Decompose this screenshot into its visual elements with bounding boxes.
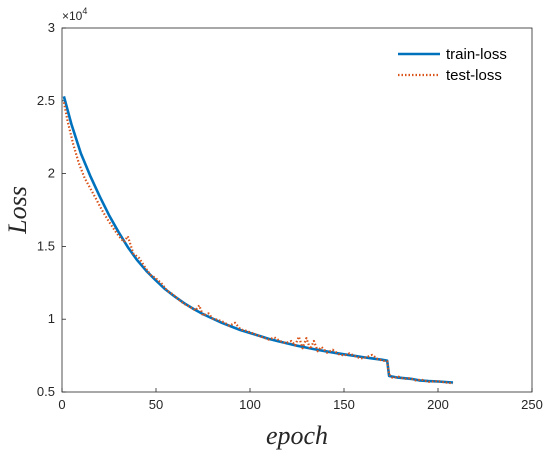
x-tick-label-1: 50 (149, 397, 163, 412)
y-tick-label-0: 0.5 (37, 384, 55, 399)
y-axis: 0.5 1 1.5 2 2.5 3 (37, 20, 66, 399)
y-exponent-power: 4 (82, 6, 87, 16)
legend-label-train-loss: train-loss (446, 46, 507, 63)
x-tick-label-5: 250 (521, 397, 543, 412)
series-layer (62, 96, 454, 385)
x-tick-label-3: 150 (333, 397, 355, 412)
legend: train-loss test-loss (398, 46, 507, 84)
y-tick-label-5: 3 (48, 20, 55, 35)
y-tick-label-2: 1.5 (37, 238, 55, 253)
y-exponent-label: ×104 (62, 6, 87, 23)
legend-label-test-loss: test-loss (446, 67, 502, 84)
plot-area (61, 27, 533, 393)
x-tick-label-2: 100 (239, 397, 261, 412)
series-line-train-loss (62, 96, 454, 384)
y-tick-label-4: 2.5 (37, 93, 55, 108)
x-tick-label-0: 0 (58, 397, 65, 412)
x-tick-label-4: 200 (427, 397, 449, 412)
y-tick-label-1: 1 (48, 311, 55, 326)
y-axis-title: Loss (3, 186, 32, 235)
x-axis: 0 50 100 150 200 250 (58, 388, 543, 412)
y-tick-label-3: 2 (48, 166, 55, 181)
x-axis-title: epoch (266, 421, 328, 450)
